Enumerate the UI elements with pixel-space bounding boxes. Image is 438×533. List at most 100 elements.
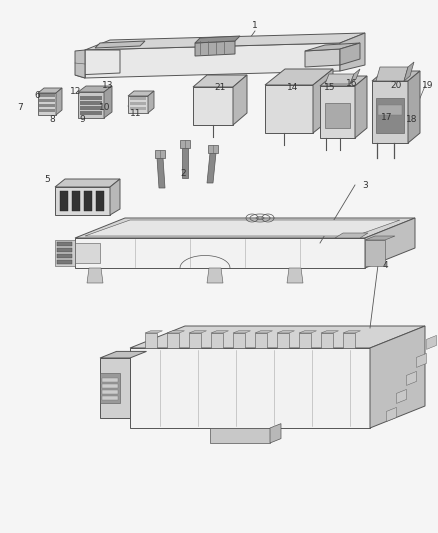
Polygon shape xyxy=(39,109,55,112)
Text: 17: 17 xyxy=(381,112,393,122)
Polygon shape xyxy=(75,238,365,268)
Polygon shape xyxy=(75,50,120,78)
Polygon shape xyxy=(55,240,75,266)
Polygon shape xyxy=(75,218,415,238)
Polygon shape xyxy=(365,240,385,266)
Polygon shape xyxy=(38,88,62,93)
Polygon shape xyxy=(193,75,247,87)
Polygon shape xyxy=(233,333,245,348)
Text: 18: 18 xyxy=(406,116,418,125)
Polygon shape xyxy=(145,333,157,348)
Polygon shape xyxy=(39,104,55,107)
Polygon shape xyxy=(365,218,415,268)
Polygon shape xyxy=(102,378,118,382)
Polygon shape xyxy=(85,220,400,236)
Polygon shape xyxy=(180,140,190,148)
Polygon shape xyxy=(320,86,355,138)
Polygon shape xyxy=(417,353,427,367)
Polygon shape xyxy=(110,179,120,215)
Text: 2: 2 xyxy=(180,168,186,177)
Polygon shape xyxy=(396,390,406,403)
Polygon shape xyxy=(102,384,118,388)
Text: 19: 19 xyxy=(422,80,434,90)
Polygon shape xyxy=(365,236,395,240)
Polygon shape xyxy=(57,260,72,264)
Polygon shape xyxy=(80,111,102,115)
Polygon shape xyxy=(277,331,294,333)
Polygon shape xyxy=(255,331,272,333)
Polygon shape xyxy=(343,333,355,348)
Polygon shape xyxy=(95,41,145,48)
Polygon shape xyxy=(100,351,146,358)
Polygon shape xyxy=(233,75,247,125)
Polygon shape xyxy=(148,91,154,113)
Polygon shape xyxy=(207,268,223,283)
Text: 7: 7 xyxy=(17,103,23,112)
Polygon shape xyxy=(208,145,218,153)
Polygon shape xyxy=(277,333,289,348)
Polygon shape xyxy=(427,335,437,350)
Polygon shape xyxy=(57,254,72,258)
Polygon shape xyxy=(130,348,370,428)
Polygon shape xyxy=(270,424,281,443)
Polygon shape xyxy=(100,373,120,403)
Text: 21: 21 xyxy=(214,83,226,92)
Polygon shape xyxy=(130,326,425,348)
Polygon shape xyxy=(100,358,130,418)
Polygon shape xyxy=(370,326,425,428)
Polygon shape xyxy=(376,67,408,81)
Polygon shape xyxy=(343,331,360,333)
Polygon shape xyxy=(265,69,333,85)
Polygon shape xyxy=(75,243,100,263)
Polygon shape xyxy=(167,331,184,333)
Polygon shape xyxy=(305,43,360,51)
Polygon shape xyxy=(408,71,420,143)
Text: 5: 5 xyxy=(44,175,50,184)
Polygon shape xyxy=(55,187,110,215)
Polygon shape xyxy=(340,33,365,71)
Polygon shape xyxy=(39,94,55,97)
Polygon shape xyxy=(102,396,118,400)
Polygon shape xyxy=(378,105,402,115)
Polygon shape xyxy=(189,331,206,333)
Polygon shape xyxy=(56,88,62,115)
Polygon shape xyxy=(305,49,340,67)
Text: 4: 4 xyxy=(383,261,389,270)
Polygon shape xyxy=(211,331,229,333)
Polygon shape xyxy=(340,43,360,65)
Polygon shape xyxy=(57,248,72,252)
Text: 6: 6 xyxy=(34,91,40,100)
Polygon shape xyxy=(255,333,267,348)
Polygon shape xyxy=(320,76,367,86)
Polygon shape xyxy=(85,33,365,50)
Polygon shape xyxy=(372,71,420,81)
Polygon shape xyxy=(80,106,102,110)
Polygon shape xyxy=(104,86,112,118)
Polygon shape xyxy=(372,81,408,143)
Polygon shape xyxy=(145,331,162,333)
Polygon shape xyxy=(57,242,72,246)
Polygon shape xyxy=(130,102,146,105)
Polygon shape xyxy=(195,41,235,56)
Text: 10: 10 xyxy=(99,103,111,112)
Polygon shape xyxy=(321,333,333,348)
Polygon shape xyxy=(80,101,102,105)
Polygon shape xyxy=(39,99,55,102)
Polygon shape xyxy=(167,333,179,348)
Polygon shape xyxy=(102,390,118,394)
Polygon shape xyxy=(313,69,333,133)
Polygon shape xyxy=(265,85,313,133)
Polygon shape xyxy=(55,179,120,187)
Text: 13: 13 xyxy=(102,80,114,90)
Polygon shape xyxy=(38,93,56,115)
Polygon shape xyxy=(157,158,165,188)
Text: 20: 20 xyxy=(390,80,402,90)
Polygon shape xyxy=(60,191,68,211)
Polygon shape xyxy=(128,91,154,96)
Text: 3: 3 xyxy=(362,181,368,190)
Text: 12: 12 xyxy=(71,87,82,96)
Polygon shape xyxy=(321,331,339,333)
Text: 8: 8 xyxy=(49,115,55,124)
Polygon shape xyxy=(335,233,368,238)
Polygon shape xyxy=(130,107,146,110)
